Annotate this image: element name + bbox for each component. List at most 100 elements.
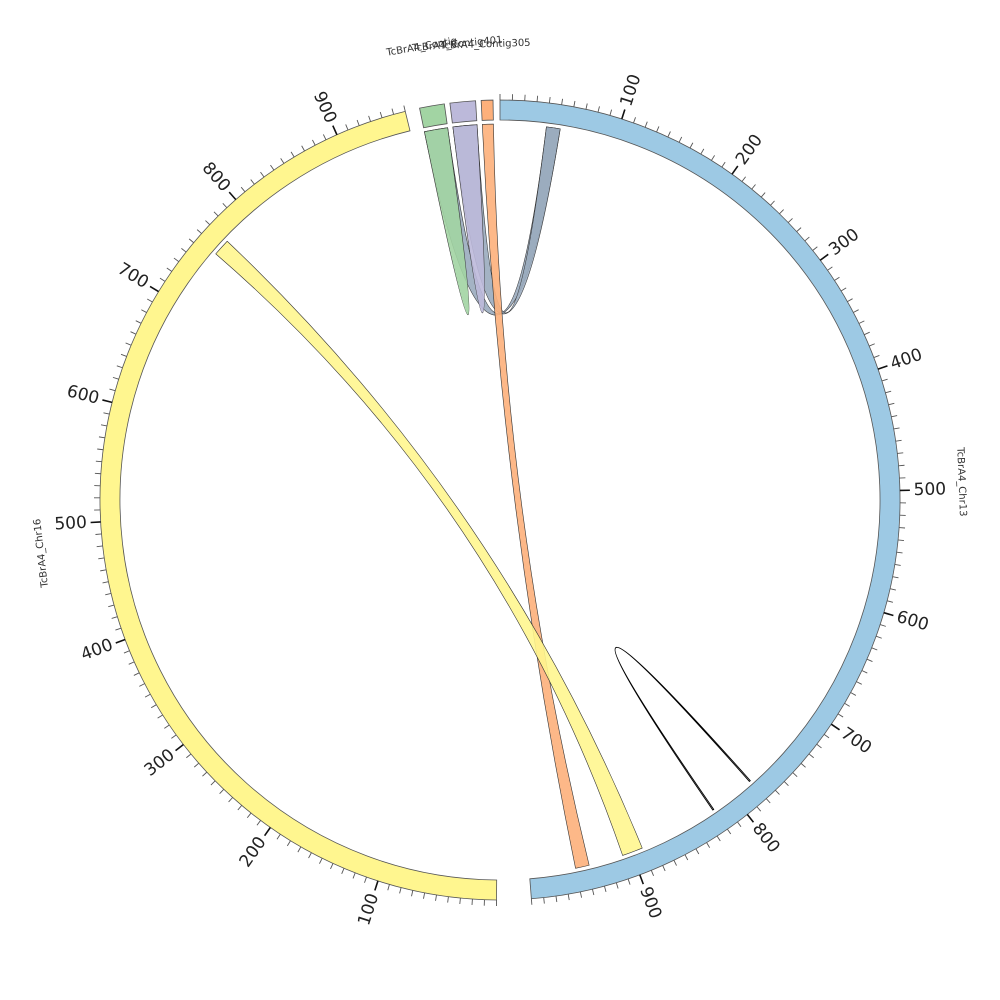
minor-tick — [644, 121, 648, 128]
minor-tick — [627, 878, 631, 885]
link-ribbon-4 — [452, 124, 485, 313]
minor-tick — [840, 287, 847, 292]
minor-tick — [633, 117, 636, 124]
link-ribbon-3 — [424, 127, 470, 315]
minor-tick — [150, 704, 157, 709]
minor-tick — [721, 161, 726, 168]
minor-tick — [760, 192, 766, 198]
minor-tick — [157, 714, 163, 719]
major-tick — [175, 743, 184, 752]
tick-label-chr16-100: 100 — [354, 891, 383, 928]
minor-tick — [111, 616, 118, 619]
minor-tick — [573, 100, 576, 107]
segment-label-contig305: TcBrA4_Contig305 — [439, 38, 531, 52]
segment-contig_green — [419, 103, 448, 129]
minor-tick — [881, 378, 888, 382]
minor-tick — [800, 763, 806, 768]
minor-tick — [308, 852, 312, 859]
major-tick — [149, 285, 159, 293]
links-layer — [215, 123, 751, 869]
minor-tick — [585, 103, 588, 110]
tick-label-chr16-500: 500 — [54, 513, 88, 535]
minor-tick — [125, 342, 132, 346]
minor-tick — [240, 186, 246, 193]
minor-tick — [98, 436, 105, 439]
tick-label-chr13-200: 200 — [732, 131, 767, 169]
minor-tick — [561, 98, 564, 105]
minor-tick — [861, 670, 868, 674]
link-ribbon-6 — [215, 240, 643, 856]
minor-tick — [141, 309, 147, 313]
minor-tick — [783, 781, 789, 787]
ideogram-layer — [99, 99, 901, 901]
minor-tick — [834, 276, 840, 281]
minor-tick — [330, 863, 334, 870]
tick-label-chr16-700: 700 — [114, 259, 152, 293]
minor-tick — [684, 854, 689, 861]
minor-tick — [147, 298, 153, 303]
minor-tick — [737, 821, 742, 828]
minor-tick — [895, 439, 902, 442]
minor-tick — [548, 97, 551, 104]
minor-tick — [893, 427, 900, 430]
minor-tick — [816, 743, 822, 749]
major-tick — [228, 191, 237, 201]
minor-tick — [222, 203, 228, 209]
minor-tick — [100, 424, 108, 427]
minor-tick — [144, 693, 151, 698]
minor-tick — [678, 136, 683, 143]
minor-tick — [673, 860, 677, 866]
minor-tick — [256, 820, 261, 826]
minor-tick — [770, 200, 775, 206]
major-tick — [639, 874, 645, 885]
minor-tick — [100, 569, 107, 572]
minor-tick — [796, 227, 802, 232]
major-tick — [332, 125, 338, 136]
minor-tick — [447, 896, 449, 903]
minor-tick — [228, 797, 233, 803]
minor-tick — [536, 95, 539, 102]
minor-tick — [844, 702, 850, 707]
tick-label-chr16-600: 600 — [65, 381, 101, 408]
minor-tick — [276, 834, 281, 840]
minor-tick — [210, 780, 216, 786]
minor-tick — [847, 298, 853, 303]
minor-tick — [804, 236, 810, 242]
minor-tick — [105, 592, 112, 596]
minor-tick — [689, 142, 694, 149]
minor-tick — [116, 365, 123, 369]
major-tick — [819, 253, 829, 261]
major-tick — [102, 399, 113, 404]
minor-tick — [341, 868, 345, 875]
minor-tick — [850, 692, 857, 696]
minor-tick — [889, 588, 896, 591]
minor-tick — [297, 846, 302, 853]
minor-tick — [120, 353, 127, 357]
minor-tick — [886, 600, 894, 603]
minor-tick — [123, 650, 130, 654]
tick-label-chr13-800: 800 — [748, 819, 784, 857]
minor-tick — [97, 448, 104, 451]
minor-tick — [399, 887, 402, 894]
minor-tick — [139, 683, 145, 687]
minor-tick — [726, 828, 732, 835]
minor-tick — [711, 155, 715, 161]
minor-tick — [823, 733, 830, 739]
minor-tick — [109, 388, 116, 392]
minor-tick — [205, 220, 211, 226]
minor-tick — [827, 266, 833, 271]
minor-tick — [853, 309, 859, 313]
minor-tick — [579, 891, 583, 898]
segment-contig_purple — [449, 100, 478, 124]
minor-tick — [787, 218, 793, 223]
minor-tick — [858, 320, 865, 324]
minor-tick — [897, 539, 905, 541]
minor-tick — [756, 806, 762, 812]
tick-label-chr13-100: 100 — [616, 72, 645, 109]
minor-tick — [896, 551, 903, 554]
minor-tick — [246, 812, 252, 819]
major-tick — [877, 365, 888, 370]
minor-tick — [171, 734, 177, 739]
minor-tick — [130, 331, 137, 335]
